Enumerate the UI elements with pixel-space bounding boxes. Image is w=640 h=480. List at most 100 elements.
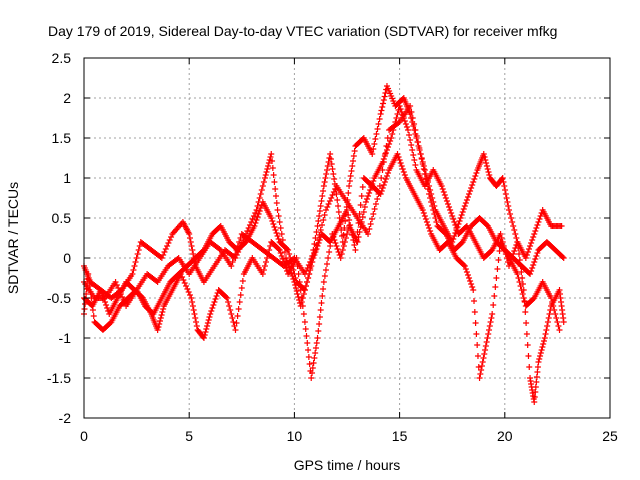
data-point [302, 283, 309, 289]
data-point [483, 163, 490, 169]
data-point [373, 131, 380, 137]
data-point [254, 214, 261, 220]
data-point [366, 226, 373, 232]
data-point [518, 287, 525, 293]
data-point [235, 306, 242, 312]
data-point [366, 190, 373, 196]
data-point [441, 192, 448, 198]
data-point [330, 171, 337, 177]
data-point [514, 271, 521, 277]
data-point [341, 225, 348, 231]
data-point [350, 158, 357, 164]
data-point [299, 303, 306, 309]
data-point [319, 293, 326, 299]
data-point [267, 154, 274, 160]
data-point [311, 250, 318, 256]
data-point [335, 209, 342, 215]
data-point [375, 121, 382, 127]
data-point [481, 351, 488, 357]
data-point [230, 319, 237, 325]
data-point [459, 209, 466, 215]
data-point [275, 213, 282, 219]
data-point [497, 231, 504, 237]
y-tick-label: 1 [63, 170, 71, 186]
data-point [331, 176, 338, 182]
data-point [294, 291, 301, 297]
data-point [536, 356, 543, 362]
data-point [315, 237, 322, 243]
data-point [134, 251, 141, 257]
data-point [371, 141, 378, 147]
data-point [556, 327, 563, 333]
data-point [327, 151, 334, 157]
y-tick-label: -1.5 [47, 370, 71, 386]
data-point [271, 224, 278, 230]
data-point [492, 284, 499, 290]
data-point [204, 323, 211, 329]
data-point [270, 221, 277, 227]
data-point [383, 173, 390, 179]
data-point [351, 148, 358, 154]
data-point [486, 172, 493, 178]
data-point [549, 299, 556, 305]
data-point [269, 158, 276, 164]
data-point [315, 328, 322, 334]
data-point [346, 178, 353, 184]
data-point [202, 329, 209, 335]
data-point [471, 176, 478, 182]
data-point [423, 219, 430, 225]
data-point [411, 157, 418, 163]
data-point [188, 295, 195, 301]
data-point [385, 170, 392, 176]
data-point [397, 160, 404, 166]
x-tick-label: 0 [80, 428, 88, 444]
data-point [239, 278, 246, 284]
data-point [273, 230, 280, 236]
y-tick-label: 0 [63, 250, 71, 266]
data-point [502, 187, 509, 193]
data-point [367, 187, 374, 193]
data-point [431, 211, 438, 217]
data-point [474, 342, 481, 348]
data-point [355, 234, 362, 240]
data-point [317, 203, 324, 209]
data-point [478, 367, 485, 373]
data-point [421, 171, 428, 177]
data-point [382, 176, 389, 182]
data-point [132, 259, 139, 265]
data-point [519, 291, 526, 297]
data-point [432, 215, 439, 221]
data-point [543, 327, 550, 333]
data-point [449, 213, 456, 219]
data-point [117, 291, 124, 297]
data-point [302, 326, 309, 332]
data-point [409, 115, 416, 121]
data-point [555, 323, 562, 329]
data-point [263, 169, 270, 175]
data-point [232, 251, 239, 257]
data-point [360, 209, 367, 215]
data-point [473, 331, 480, 337]
data-point [224, 295, 231, 301]
data-point [466, 191, 473, 197]
data-point [332, 240, 339, 246]
data-point [461, 203, 468, 209]
data-point [546, 311, 553, 317]
data-point [531, 259, 538, 265]
data-point [305, 262, 312, 268]
data-point [201, 332, 208, 338]
data-point [551, 307, 558, 313]
data-point [289, 263, 296, 269]
data-point [284, 246, 291, 252]
data-point [470, 287, 477, 293]
data-point [160, 252, 167, 258]
data-point [261, 263, 268, 269]
data-point [532, 256, 539, 262]
data-point [401, 172, 408, 178]
data-point [276, 247, 283, 253]
data-point [380, 97, 387, 103]
chart-title: Day 179 of 2019, Sidereal Day-to-day VTE… [48, 23, 557, 39]
data-point [484, 335, 491, 341]
data-point [265, 160, 272, 166]
data-point [399, 166, 406, 172]
